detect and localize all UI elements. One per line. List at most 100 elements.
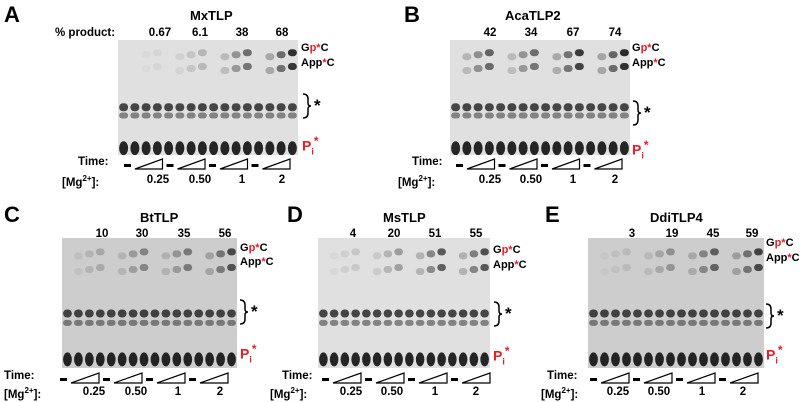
band-gpc [186, 51, 196, 59]
band-appc [597, 67, 607, 74]
band-gpc [622, 248, 631, 256]
band-gpc [437, 248, 446, 256]
band-pi [622, 352, 631, 367]
percent-value: 3 [628, 228, 636, 240]
percent-value: 10 [95, 228, 109, 240]
time-wedge [134, 158, 164, 170]
time-zero-dash [633, 378, 640, 381]
band-impurity [340, 319, 350, 326]
band-gpc [458, 252, 468, 260]
time-wedge [509, 158, 538, 170]
band-impurity [164, 112, 174, 119]
band-impurity [655, 309, 664, 318]
band-appc [484, 63, 494, 70]
band-impurity [287, 112, 297, 119]
band-gpc [152, 49, 162, 57]
band-impurity [677, 319, 686, 326]
gpc-label: Gp*C [632, 42, 660, 54]
percent-value: 4 [349, 228, 357, 240]
band-impurity [216, 309, 225, 318]
band-impurity [141, 103, 151, 112]
band-impurity [600, 309, 609, 318]
band-impurity [462, 103, 472, 112]
band-appc [220, 67, 230, 74]
band-gpc [84, 250, 94, 258]
band-impurity [448, 319, 457, 326]
band-impurity [622, 309, 631, 318]
band-impurity [484, 112, 494, 119]
band-impurity [227, 309, 236, 318]
band-pi [644, 352, 653, 367]
time-label: Time: [547, 370, 578, 382]
band-pi [405, 352, 414, 367]
band-impurity [106, 319, 116, 326]
band-impurity [231, 103, 241, 112]
band-pi [462, 141, 472, 155]
time-wedge [418, 372, 448, 384]
band-pi [194, 352, 204, 367]
band-pi [209, 141, 219, 155]
band-pi [458, 352, 468, 367]
band-impurity [480, 309, 489, 318]
percent-value: 20 [387, 228, 401, 240]
band-appc [152, 63, 162, 70]
band-gpc [287, 49, 297, 57]
time-zero-dash [209, 164, 216, 167]
time-zero-dash [590, 378, 597, 381]
pi-label: Pi* [632, 138, 649, 161]
band-impurity [205, 309, 215, 318]
band-impurity [152, 103, 162, 112]
band-gpc [574, 49, 584, 57]
band-pi [362, 352, 371, 367]
band-gpc [74, 252, 83, 260]
time-label: Time: [412, 156, 443, 168]
band-gpc [563, 51, 573, 59]
band-impurity [622, 319, 631, 326]
band-impurity [84, 319, 94, 326]
gel-bands [319, 248, 489, 367]
band-impurity [507, 103, 517, 112]
mg-concentration: 2 [472, 386, 480, 398]
band-appc [426, 266, 436, 273]
mg-label: [Mg2+]: [62, 174, 100, 189]
time-zero-dash [251, 164, 259, 167]
band-appc [480, 264, 489, 271]
band-pi [608, 141, 618, 155]
bracket-icon [632, 100, 642, 131]
time-zero-dash [103, 378, 110, 381]
band-gpc [611, 250, 620, 258]
band-appc [351, 264, 360, 271]
band-impurity [666, 319, 675, 326]
band-appc [600, 268, 609, 275]
panel-letter: A [4, 2, 20, 27]
band-pi [231, 141, 241, 155]
band-pi [139, 352, 149, 367]
time-wedge [461, 372, 491, 384]
band-impurity [183, 309, 193, 318]
band-impurity [666, 309, 675, 318]
band-impurity [611, 309, 620, 318]
band-impurity [754, 309, 763, 318]
band-impurity [119, 103, 129, 112]
band-gpc [117, 252, 127, 260]
mg-concentration: 1 [431, 386, 439, 398]
band-impurity [563, 103, 573, 112]
pi-label: Pi* [766, 343, 783, 366]
band-appc [732, 268, 741, 275]
mg-concentration: 0.25 [146, 174, 170, 186]
impurity-asterisk: * [644, 103, 651, 122]
band-impurity [600, 319, 609, 326]
band-gpc [743, 250, 752, 258]
band-appc [563, 65, 573, 72]
band-pi [319, 352, 328, 367]
band-pi [329, 352, 339, 367]
gel-image [588, 238, 764, 368]
band-impurity [655, 319, 664, 326]
band-pi [383, 352, 393, 367]
band-impurity [458, 309, 468, 318]
band-impurity [529, 112, 539, 119]
time-wedge [600, 372, 630, 384]
band-impurity [265, 103, 275, 112]
time-label: Time: [4, 370, 35, 382]
band-impurity [732, 319, 741, 326]
